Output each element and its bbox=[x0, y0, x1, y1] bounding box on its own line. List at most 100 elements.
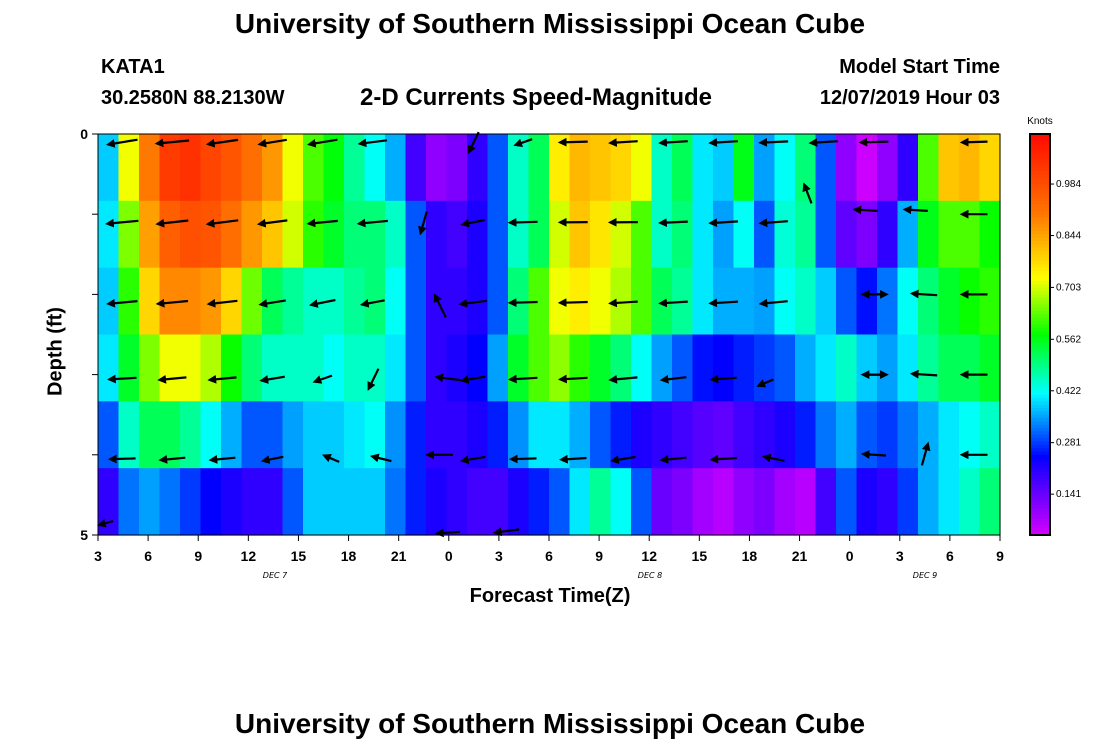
heatmap-cell bbox=[590, 134, 612, 202]
heatmap-cell bbox=[200, 200, 222, 269]
heatmap-cell bbox=[221, 200, 243, 269]
current-arrow bbox=[105, 138, 138, 148]
heatmap-cell bbox=[139, 401, 161, 469]
colorbar-step bbox=[1030, 371, 1050, 376]
x-tick-label: 15 bbox=[692, 548, 708, 564]
current-arrow bbox=[459, 455, 486, 465]
heatmap-cell bbox=[159, 401, 181, 469]
heatmap-cell bbox=[508, 200, 530, 269]
colorbar-step bbox=[1030, 521, 1050, 526]
colorbar-step bbox=[1030, 528, 1050, 533]
heatmap-cell bbox=[692, 468, 714, 536]
x-tick-label: 9 bbox=[996, 548, 1004, 564]
heatmap-cell bbox=[610, 267, 632, 336]
current-arrow bbox=[513, 138, 533, 148]
colorbar-step bbox=[1030, 337, 1050, 342]
heatmap-cell bbox=[98, 468, 120, 536]
colorbar-step bbox=[1030, 271, 1050, 275]
current-arrow bbox=[909, 369, 938, 379]
heatmap-cell bbox=[528, 134, 550, 202]
colorbar-step bbox=[1030, 364, 1050, 369]
x-tick-label: 12 bbox=[641, 548, 657, 564]
colorbar-step bbox=[1030, 468, 1050, 473]
heatmap-cell bbox=[549, 401, 571, 469]
colorbar-step bbox=[1030, 444, 1050, 449]
heatmap-cell bbox=[569, 334, 591, 402]
heatmap-cell bbox=[651, 334, 673, 402]
y-axis-label: Depth (ft) bbox=[44, 307, 67, 396]
colorbar-step bbox=[1030, 277, 1050, 282]
colorbar-step bbox=[1030, 311, 1050, 315]
heatmap-cell bbox=[426, 468, 448, 536]
colorbar-step bbox=[1030, 461, 1050, 466]
heatmap-cell bbox=[651, 401, 673, 469]
colorbar-step bbox=[1030, 240, 1050, 245]
heatmap-cell bbox=[508, 468, 530, 536]
heatmap-cell bbox=[405, 200, 427, 269]
colorbar-tick-label: 0.703 bbox=[1056, 282, 1081, 293]
current-arrow bbox=[959, 137, 988, 147]
heatmap-cell bbox=[795, 334, 817, 402]
colorbar-step bbox=[1030, 281, 1050, 285]
current-arrow bbox=[208, 455, 236, 464]
x-tick-label: 18 bbox=[742, 548, 758, 564]
heatmap-cell bbox=[569, 134, 591, 202]
colorbar-step bbox=[1030, 434, 1050, 439]
x-tick-label: 21 bbox=[792, 548, 808, 564]
heatmap-cell bbox=[897, 134, 919, 202]
colorbar-step bbox=[1030, 511, 1050, 516]
current-arrow bbox=[758, 218, 788, 228]
heatmap-cell bbox=[877, 468, 899, 536]
colorbar-step bbox=[1030, 381, 1050, 386]
heatmap-cell bbox=[877, 334, 899, 402]
current-arrows bbox=[97, 131, 988, 538]
heatmap-cell bbox=[426, 334, 448, 402]
current-arrow bbox=[860, 450, 887, 459]
current-arrow bbox=[306, 218, 338, 228]
heatmap-cell bbox=[651, 468, 673, 536]
heatmap-cell bbox=[590, 267, 612, 336]
current-arrow bbox=[434, 528, 461, 538]
colorbar-step bbox=[1030, 501, 1050, 506]
heatmap-cell bbox=[692, 200, 714, 269]
current-arrow bbox=[309, 298, 336, 308]
heatmap-cell bbox=[815, 134, 837, 202]
current-arrow bbox=[708, 298, 738, 308]
heatmap-cell bbox=[446, 401, 468, 469]
colorbar-step bbox=[1030, 374, 1050, 379]
heatmap-cell bbox=[918, 267, 940, 336]
heatmap-cell bbox=[590, 334, 612, 402]
heatmap-cell bbox=[118, 334, 140, 402]
colorbar-step bbox=[1030, 224, 1050, 229]
current-arrow bbox=[433, 293, 447, 318]
colorbar-step bbox=[1030, 431, 1050, 436]
colorbar-step bbox=[1030, 377, 1050, 382]
heatmap-cell bbox=[918, 468, 940, 536]
colorbar-step bbox=[1030, 150, 1050, 155]
colorbar-step bbox=[1030, 274, 1050, 279]
heatmap-cell bbox=[938, 134, 960, 202]
colorbar-step bbox=[1030, 194, 1050, 198]
heatmap-cell bbox=[323, 134, 345, 202]
colorbar-step bbox=[1030, 367, 1050, 372]
heatmap-cell bbox=[897, 334, 919, 402]
colorbar-step bbox=[1030, 177, 1050, 182]
colorbar-step bbox=[1030, 167, 1050, 172]
current-arrow bbox=[658, 298, 688, 308]
colorbar-step bbox=[1030, 441, 1050, 446]
heatmap-cell bbox=[959, 200, 981, 269]
heatmap-cell bbox=[200, 134, 222, 202]
heatmap-cell bbox=[672, 200, 694, 269]
heatmap-cell bbox=[856, 334, 878, 402]
heatmap-cell bbox=[446, 267, 468, 336]
current-arrow bbox=[258, 299, 286, 308]
colorbar-step bbox=[1030, 204, 1050, 209]
x-tick-label: 21 bbox=[391, 548, 407, 564]
heatmap-cell bbox=[856, 468, 878, 536]
heatmap-cell bbox=[344, 267, 366, 336]
heatmap-cell bbox=[569, 200, 591, 269]
heatmap-cell bbox=[959, 468, 981, 536]
colorbar-step bbox=[1030, 260, 1050, 265]
heatmap-cell bbox=[323, 468, 345, 536]
heatmap-cell bbox=[836, 334, 858, 402]
